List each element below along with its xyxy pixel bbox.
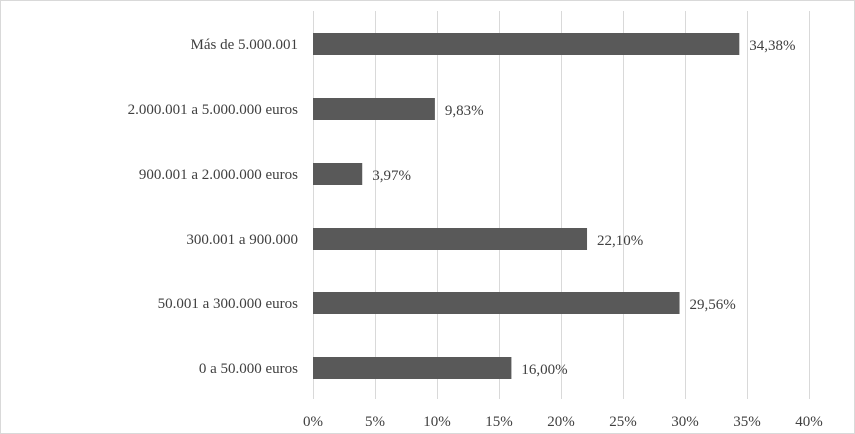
x-tick-label: 35% (733, 414, 761, 430)
bar (313, 33, 740, 55)
data-label: 9,83% (445, 103, 484, 119)
category-label: Más de 5.000.001 (191, 37, 299, 53)
x-axis-tick-labels: 0% 5% 10% 15% 20% 25% 30% 35% 40% (303, 414, 823, 430)
bar (313, 228, 588, 250)
data-label: 22,10% (597, 233, 643, 249)
data-label: 34,38% (749, 38, 795, 54)
gridlines (313, 11, 810, 399)
data-label: 16,00% (521, 362, 567, 378)
bar (313, 292, 680, 314)
bar (313, 163, 363, 185)
category-label: 900.001 a 2.000.000 euros (139, 167, 298, 183)
category-label: 50.001 a 300.000 euros (158, 296, 299, 312)
x-tick-label: 20% (547, 414, 575, 430)
x-tick-label: 25% (609, 414, 637, 430)
bars (313, 33, 740, 379)
category-label: 300.001 a 900.000 (186, 232, 298, 248)
x-tick-label: 10% (423, 414, 451, 430)
category-label: 0 a 50.000 euros (199, 361, 298, 377)
bar (313, 98, 435, 120)
category-label: 2.000.001 a 5.000.000 euros (128, 102, 299, 118)
x-tick-label: 40% (795, 414, 823, 430)
category-labels: Más de 5.000.001 2.000.001 a 5.000.000 eu… (128, 37, 299, 377)
x-tick-label: 15% (485, 414, 513, 430)
x-tick-label: 5% (365, 414, 385, 430)
bar (313, 357, 512, 379)
data-labels: 34,38% 9,83% 3,97% 22,10% 29,56% 16,00% (372, 38, 795, 378)
data-label: 29,56% (690, 297, 736, 313)
x-tick-label: 30% (671, 414, 699, 430)
data-label: 3,97% (372, 168, 411, 184)
x-tick-label: 0% (303, 414, 323, 430)
